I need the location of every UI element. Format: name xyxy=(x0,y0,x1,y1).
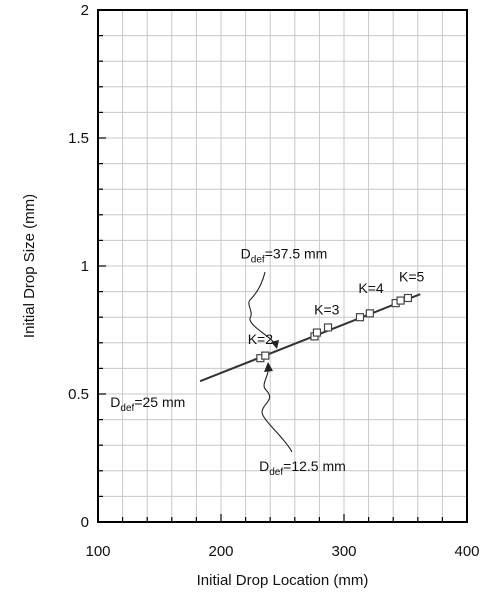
y-tick-label: 2 xyxy=(81,2,89,19)
data-point xyxy=(396,296,405,305)
axis-ticks: 100 200 300 400 0 0.5 1 1.5 2 xyxy=(68,2,479,560)
x-axis-label: Initial Drop Location (mm) xyxy=(197,572,369,589)
data-point xyxy=(261,351,270,360)
arrowhead-12-5 xyxy=(264,362,273,372)
x-tick-label: 400 xyxy=(454,543,479,560)
data-point xyxy=(323,323,333,332)
grid xyxy=(98,10,467,522)
y-tick-label: 0.5 xyxy=(68,386,89,403)
callout-label: Ddef=12.5 mm xyxy=(259,458,346,478)
x-tick-label: 200 xyxy=(208,543,233,560)
leader-line-12-5 xyxy=(261,365,293,453)
callout-label: Ddef=25 mm xyxy=(110,394,185,414)
y-tick-label: 1 xyxy=(81,258,89,275)
leader-line-37-5 xyxy=(248,271,277,347)
k-label: K=2 xyxy=(248,331,274,347)
k-label: K=4 xyxy=(358,280,384,296)
k-label: K=5 xyxy=(399,268,425,284)
arrowhead-37-5 xyxy=(271,340,279,349)
data-point xyxy=(403,293,413,303)
y-tick-label: 0 xyxy=(81,514,89,531)
fit-line xyxy=(199,293,421,383)
data-point xyxy=(365,309,374,318)
x-tick-label: 300 xyxy=(331,543,356,560)
data-point xyxy=(355,313,365,322)
annotations: K=2 K=3 K=4 K=5 Ddef=37.5 mm Ddef=25 mm Ddef=1… xyxy=(110,245,424,477)
y-axis-label: Initial Drop Size (mm) xyxy=(21,194,38,338)
data-layer xyxy=(199,293,421,383)
data-point xyxy=(312,328,322,337)
y-tick-label: 1.5 xyxy=(68,130,89,147)
k-label: K=3 xyxy=(314,302,340,318)
callout-label: Ddef=37.5 mm xyxy=(241,245,328,265)
x-tick-label: 100 xyxy=(85,543,110,560)
